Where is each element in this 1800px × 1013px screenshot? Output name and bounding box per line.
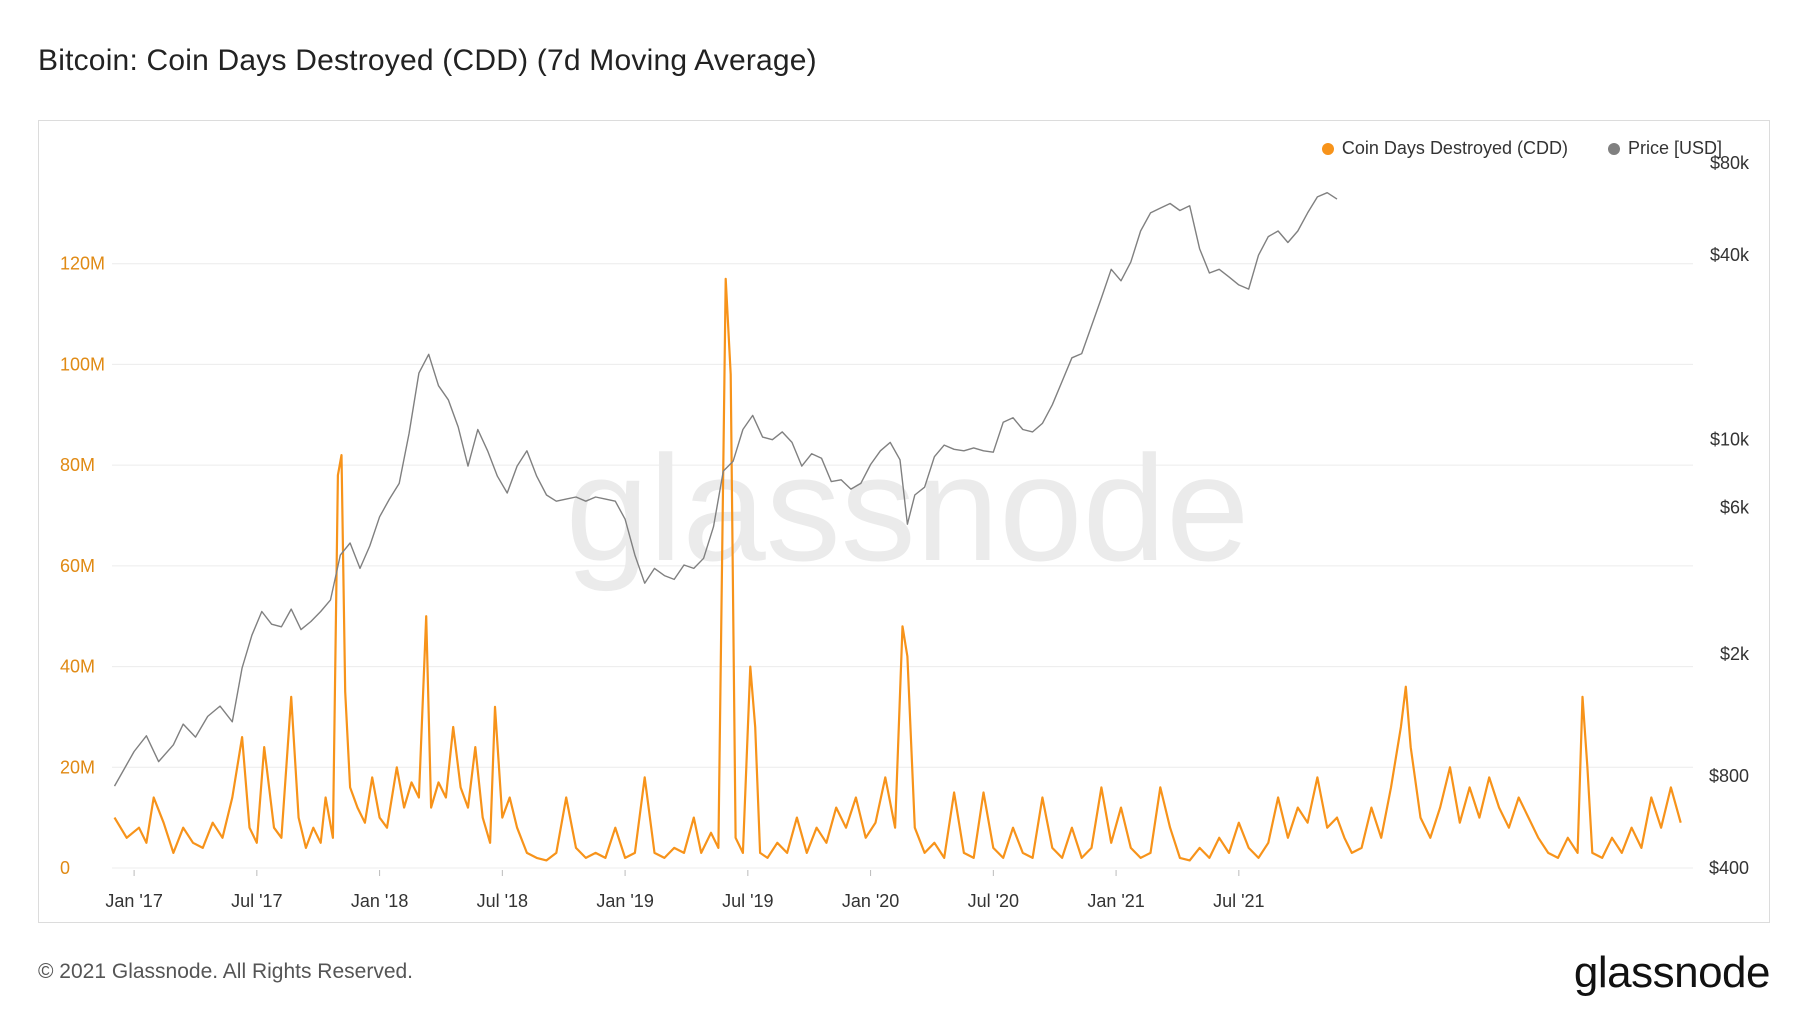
x-tick-label: Jul '17 [231,891,282,911]
legend-label-price: Price [USD] [1627,138,1722,158]
copyright-footer: © 2021 Glassnode. All Rights Reserved. [38,960,414,983]
chart-frame [38,120,1770,923]
x-tick-label: Jan '19 [596,891,653,911]
chart-legend: Coin Days Destroyed (CDD) Price [USD] [1321,138,1722,159]
legend-label-cdd: Coin Days Destroyed (CDD) [1341,138,1568,158]
x-tick-label: Jan '17 [105,891,162,911]
y-right-tick-label: $2k [1720,644,1750,664]
y-right-tick-label: $80k [1710,153,1750,173]
x-tick-label: Jul '20 [968,891,1019,911]
price-legend-dot-icon [1607,142,1620,155]
x-tick-label: Jan '20 [842,891,899,911]
chart-title: Bitcoin: Coin Days Destroyed (CDD) (7d M… [38,44,817,77]
y-left-tick-label: 100M [60,354,105,374]
legend-item-price[interactable]: Price [USD] [1607,138,1722,159]
x-tick-label: Jul '18 [477,891,528,911]
watermark-text: glassnode [566,424,1250,592]
x-tick-label: Jul '19 [722,891,773,911]
x-tick-label: Jul '21 [1213,891,1264,911]
y-right-tick-label: $6k [1720,498,1750,518]
legend-item-cdd[interactable]: Coin Days Destroyed (CDD) [1321,138,1568,159]
y-left-tick-label: 0 [60,858,70,878]
y-left-tick-label: 40M [60,657,95,677]
x-tick-label: Jan '21 [1087,891,1144,911]
y-right-tick-label: $40k [1710,245,1750,265]
y-right-tick-label: $800 [1709,766,1749,786]
cdd-legend-dot-icon [1321,142,1334,155]
y-left-tick-label: 120M [60,254,105,274]
glassnode-logo: glassnode [1573,948,1771,997]
y-right-tick-label: $400 [1709,858,1749,878]
price-series-line [113,192,1338,787]
y-left-tick-label: 20M [60,757,95,777]
y-left-tick-label: 80M [60,455,95,475]
x-tick-label: Jan '18 [351,891,408,911]
cdd-series-line [113,277,1682,862]
y-right-tick-label: $10k [1710,430,1750,450]
y-left-tick-label: 60M [60,556,95,576]
